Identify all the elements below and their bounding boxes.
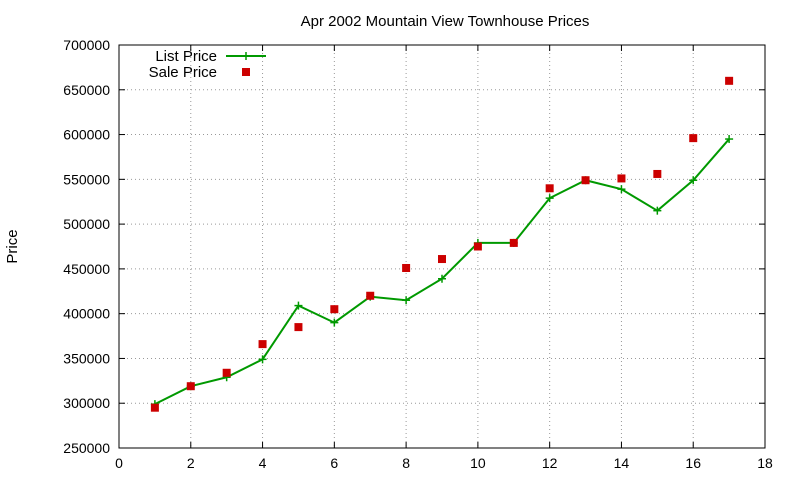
x-tick-label: 0 xyxy=(115,455,123,471)
series-layer xyxy=(150,76,734,412)
data-point xyxy=(294,301,303,310)
data-point xyxy=(186,382,195,391)
data-point xyxy=(725,76,734,85)
y-tick-label: 250000 xyxy=(63,440,110,456)
x-tick-label: 18 xyxy=(757,455,773,471)
x-axis: 0 2 4 6 8 10 12 14 16 18 xyxy=(115,45,773,471)
data-point xyxy=(366,291,375,300)
x-tick-label: 8 xyxy=(402,455,410,471)
y-axis: 250000 300000 350000 400000 450000 500000 5500… xyxy=(63,37,765,456)
chart-title: Apr 2002 Mountain View Townhouse Prices xyxy=(301,13,590,30)
data-point xyxy=(689,176,698,185)
data-point xyxy=(473,242,482,251)
series-list-price xyxy=(150,135,734,409)
y-tick-label: 600000 xyxy=(63,127,110,143)
y-tick-label: 550000 xyxy=(63,171,110,187)
x-tick-label: 4 xyxy=(259,455,267,471)
data-point xyxy=(402,296,411,305)
grid-lines xyxy=(119,45,765,448)
data-point xyxy=(438,274,446,283)
x-tick-label: 2 xyxy=(187,455,195,471)
y-tick-label: 650000 xyxy=(63,82,110,98)
data-point xyxy=(617,174,626,183)
data-point xyxy=(222,368,231,377)
legend-label: List Price xyxy=(155,48,217,65)
legend-marker xyxy=(242,52,250,60)
legend-marker xyxy=(242,68,250,76)
data-point xyxy=(294,323,303,332)
data-point xyxy=(653,169,662,178)
data-point xyxy=(653,206,662,215)
y-axis-title: Price xyxy=(4,229,21,263)
data-point xyxy=(402,263,411,272)
x-tick-label: 6 xyxy=(330,455,338,471)
data-point xyxy=(509,238,518,247)
data-point xyxy=(330,305,339,314)
x-tick-label: 10 xyxy=(470,455,486,471)
x-tick-label: 12 xyxy=(542,455,558,471)
data-point xyxy=(258,355,267,364)
data-point xyxy=(330,318,339,327)
data-point xyxy=(258,340,267,349)
y-tick-label: 300000 xyxy=(63,395,110,411)
data-point xyxy=(581,176,590,185)
data-point xyxy=(725,135,734,144)
data-point xyxy=(438,255,446,264)
data-point xyxy=(617,185,626,194)
data-point xyxy=(545,194,554,203)
y-tick-label: 350000 xyxy=(63,350,110,366)
y-tick-label: 400000 xyxy=(63,306,110,322)
y-tick-label: 500000 xyxy=(63,216,110,232)
data-point xyxy=(150,403,159,412)
legend-label: Sale Price xyxy=(149,64,217,81)
data-point xyxy=(545,184,554,193)
x-tick-label: 16 xyxy=(685,455,701,471)
data-point xyxy=(689,134,698,143)
y-tick-label: 450000 xyxy=(63,261,110,277)
x-tick-label: 14 xyxy=(614,455,630,471)
y-tick-label: 700000 xyxy=(63,37,110,53)
series-line xyxy=(154,138,730,406)
series-sale-price xyxy=(150,76,734,412)
plot-frame xyxy=(118,44,766,449)
